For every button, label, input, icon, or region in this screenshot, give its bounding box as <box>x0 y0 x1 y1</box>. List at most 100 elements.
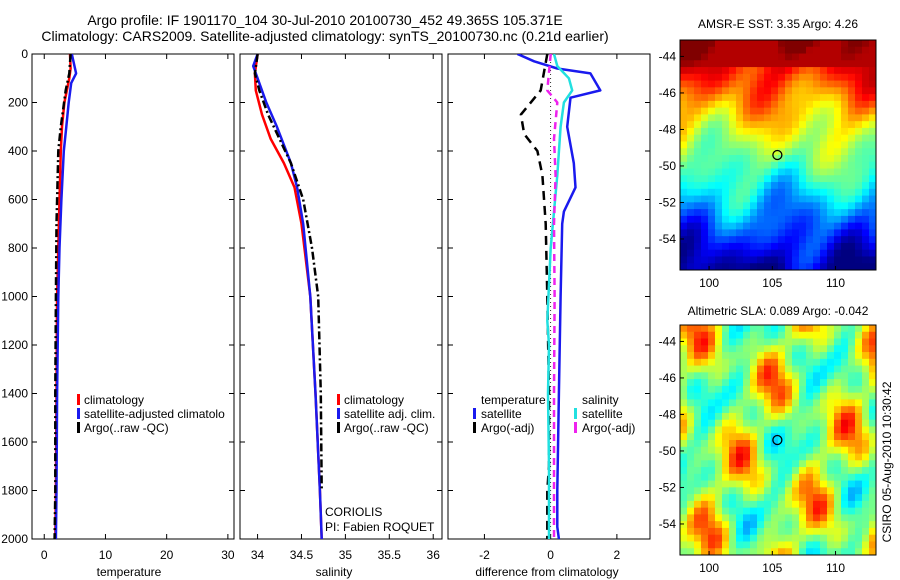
sla-cell <box>792 358 800 367</box>
sst-cell <box>848 127 856 136</box>
y-tick-label: 1200 <box>1 338 28 352</box>
sst-cell <box>729 148 737 156</box>
sla-cell <box>722 494 730 502</box>
sla-cell <box>771 494 779 502</box>
sst-cell <box>708 141 716 149</box>
sst-cell <box>848 215 856 224</box>
sla-cell <box>834 507 842 516</box>
sla-cell <box>799 406 807 414</box>
sst-cell <box>855 67 863 75</box>
sst-cell <box>743 134 751 143</box>
sla-cell <box>757 494 765 502</box>
difference-xlabel: difference from climatology <box>475 565 618 579</box>
sst-cell <box>785 249 793 258</box>
sst-cell <box>764 215 772 224</box>
sla-cell <box>680 365 688 373</box>
sla-cell <box>757 500 765 509</box>
sla-cell <box>680 385 688 394</box>
sst-cell <box>820 80 828 88</box>
sst-cell <box>785 242 793 251</box>
sst-cell <box>701 80 709 88</box>
sst-cell <box>806 222 814 231</box>
sla-cell <box>736 406 744 414</box>
sla-cell <box>869 372 876 380</box>
sst-cell <box>680 188 688 197</box>
sst-cell <box>813 127 821 136</box>
sla-cell <box>869 379 876 387</box>
sst-cell <box>757 60 765 68</box>
sst-cell <box>834 182 842 190</box>
sla-cell <box>701 487 709 495</box>
sla-cell <box>813 440 821 448</box>
sst-cell <box>799 222 807 231</box>
sla-cell <box>827 412 835 421</box>
sst-cell <box>708 134 716 143</box>
legend-swatch-black <box>77 422 80 433</box>
sla-cell <box>764 527 772 536</box>
sla-cell <box>743 460 751 468</box>
sla-cell <box>813 345 821 353</box>
sla-cell <box>701 379 709 387</box>
sla-cell <box>862 494 870 502</box>
sla-cell <box>687 426 695 434</box>
sla-cell <box>757 548 765 555</box>
sst-cell <box>792 127 800 136</box>
sst-cell <box>799 141 807 149</box>
sst-cell <box>792 175 800 183</box>
sst-cell <box>750 242 758 251</box>
sla-cell <box>869 500 876 509</box>
sla-cell <box>785 507 793 516</box>
sla-cell <box>771 338 779 346</box>
sst-cell <box>729 94 737 102</box>
sst-cell <box>736 141 744 149</box>
sst-cell <box>848 202 856 210</box>
y-tick-label: 1800 <box>1 484 28 498</box>
sst-cell <box>834 53 842 61</box>
sst-cell <box>799 256 807 264</box>
sla-cell <box>680 433 688 441</box>
sla-cell <box>736 433 744 441</box>
sst-cell <box>729 141 737 149</box>
sla-cell <box>729 507 737 516</box>
sla-cell <box>680 487 688 495</box>
sst-cell <box>778 236 786 244</box>
sla-cell <box>848 358 856 367</box>
sla-cell <box>792 426 800 434</box>
sst-cell <box>729 60 737 68</box>
sla-cell <box>785 500 793 509</box>
sst-cell <box>680 80 688 88</box>
sla-cell <box>764 372 772 380</box>
sla-cell <box>722 527 730 536</box>
sla-cell <box>708 392 716 401</box>
sla-cell <box>785 521 793 529</box>
sst-cell <box>799 229 807 237</box>
sst-cell <box>834 155 842 163</box>
sst-cell <box>827 141 835 149</box>
sla-cell <box>743 345 751 353</box>
sla-cell <box>729 372 737 380</box>
sla-cell <box>708 480 716 488</box>
sst-cell <box>708 94 716 102</box>
sst-cell <box>827 161 835 170</box>
sst-cell <box>778 127 786 136</box>
sst-cell <box>694 87 702 95</box>
sla-cell <box>834 399 842 407</box>
map-y-tick-label: -44 <box>659 334 677 348</box>
sla-cell <box>743 399 751 407</box>
sst-cell <box>750 40 758 48</box>
sst-cell <box>764 222 772 231</box>
sst-cell <box>778 161 786 170</box>
sla-cell <box>694 433 702 441</box>
sla-cell <box>862 514 870 522</box>
sst-cell <box>743 202 751 210</box>
map-x-tick-label: 105 <box>762 276 782 290</box>
sst-cell <box>855 134 863 143</box>
sla-cell <box>855 365 863 373</box>
sla-cell <box>729 534 737 543</box>
sst-cell <box>806 161 814 170</box>
sst-cell <box>806 202 814 210</box>
sla-cell <box>855 379 863 387</box>
sla-cell <box>736 365 744 373</box>
sst-cell <box>841 229 849 237</box>
sla-cell <box>694 325 702 333</box>
